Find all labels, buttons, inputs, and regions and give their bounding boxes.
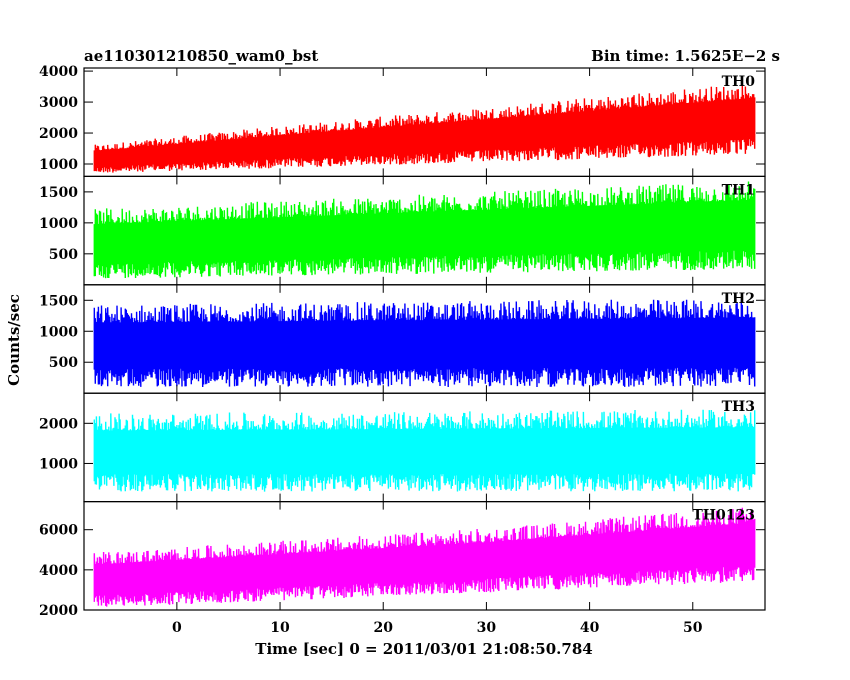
panel-label-th1: TH1: [722, 182, 755, 198]
panel-label-th3: TH3: [722, 399, 755, 415]
y-tick-label: 1000: [39, 456, 78, 472]
y-tick-label: 4000: [39, 64, 78, 80]
y-tick-label: 3000: [39, 95, 78, 111]
x-axis-label: Time [sec] 0 = 2011/03/01 21:08:50.784: [255, 640, 592, 658]
bin-time-label: Bin time: 1.5625E−2 s: [591, 47, 780, 65]
series-th0-line: [93, 84, 756, 173]
y-tick-label: 1000: [39, 324, 78, 340]
series-th2-line: [93, 299, 756, 388]
x-tick-label: 0: [172, 620, 182, 636]
panel-label-th0: TH0: [722, 74, 756, 90]
x-tick-label: 50: [683, 620, 703, 636]
y-tick-label: 6000: [39, 523, 78, 539]
y-tick-label: 2000: [39, 126, 78, 142]
x-tick-label: 10: [270, 620, 290, 636]
y-tick-label: 2000: [39, 416, 78, 432]
y-tick-label: 2000: [39, 603, 78, 619]
y-tick-label: 1000: [39, 157, 78, 173]
panel-frame-th0123: [83, 501, 766, 611]
y-tick-label: 1500: [39, 293, 78, 309]
y-axis-label: Counts/sec: [5, 294, 23, 386]
panel-label-th0123: TH0123: [692, 508, 755, 524]
y-tick-label: 1500: [39, 185, 78, 201]
y-tick-label: 4000: [39, 563, 78, 579]
y-tick-label: 500: [49, 355, 78, 371]
series-th1-line: [93, 181, 756, 279]
x-tick-label: 30: [477, 620, 497, 636]
series-th3-line: [93, 409, 756, 492]
x-tick-label: 20: [373, 620, 393, 636]
panel-label-th2: TH2: [722, 291, 755, 307]
x-tick-label: 40: [580, 620, 600, 636]
y-tick-label: 1000: [39, 216, 78, 232]
chart-title: ae110301210850_wam0_bst: [84, 47, 318, 65]
series-th0123-line: [93, 507, 756, 607]
y-tick-label: 500: [49, 247, 78, 263]
